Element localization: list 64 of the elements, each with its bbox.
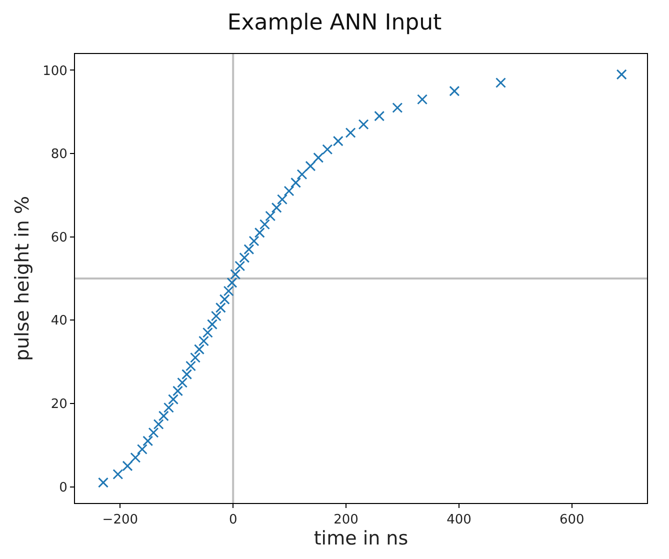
- point: [276, 194, 288, 205]
- x-tick-label: 400: [446, 512, 472, 528]
- point: [136, 444, 148, 455]
- point: [168, 394, 178, 405]
- chart-title: Example ANN Input: [227, 10, 442, 36]
- point: [172, 386, 184, 396]
- point: [496, 77, 506, 88]
- point: [239, 252, 250, 263]
- point: [202, 327, 213, 338]
- point: [305, 160, 316, 172]
- y-axis-title: pulse height in %: [11, 196, 34, 362]
- point: [153, 419, 164, 430]
- point: [248, 236, 260, 246]
- point: [290, 177, 302, 188]
- point: [254, 227, 265, 238]
- point: [259, 219, 270, 230]
- point: [226, 277, 238, 288]
- y-tick-label: 100: [42, 64, 68, 79]
- point: [198, 336, 209, 346]
- point: [122, 460, 133, 472]
- point: [148, 427, 159, 438]
- point: [616, 69, 627, 80]
- point: [98, 477, 108, 488]
- x-axis-title: time in ns: [314, 528, 408, 550]
- point: [215, 302, 226, 313]
- x-tick-label: 600: [559, 512, 584, 528]
- point: [244, 244, 254, 255]
- point: [284, 186, 294, 196]
- point: [177, 377, 188, 388]
- point: [230, 269, 241, 280]
- point: [392, 102, 403, 113]
- point: [322, 144, 333, 155]
- x-tick-label: 0: [228, 512, 238, 528]
- point: [345, 127, 356, 138]
- point: [130, 452, 141, 463]
- point: [190, 352, 201, 363]
- point: [374, 110, 385, 122]
- point: [206, 319, 218, 330]
- point: [194, 344, 204, 355]
- point: [265, 210, 276, 222]
- x-tick-label: 200: [334, 512, 358, 528]
- point: [313, 152, 324, 163]
- point: [163, 402, 174, 413]
- y-tick-label: 80: [50, 147, 68, 162]
- point: [210, 310, 222, 322]
- point: [358, 119, 369, 130]
- y-tick-label: 40: [50, 314, 68, 329]
- y-tick-label: 20: [50, 397, 68, 412]
- point: [158, 410, 169, 422]
- point: [182, 369, 192, 380]
- point: [296, 169, 308, 180]
- point: [271, 202, 282, 213]
- point: [142, 436, 154, 446]
- y-tick-label: 60: [50, 230, 68, 246]
- point: [234, 260, 246, 272]
- point: [417, 94, 428, 105]
- y-tick-label: 0: [59, 480, 68, 496]
- point: [112, 469, 124, 480]
- point: [223, 286, 234, 296]
- point: [186, 360, 196, 372]
- point: [219, 294, 230, 305]
- x-tick-label: −200: [102, 512, 138, 528]
- point: [332, 136, 344, 146]
- point: [449, 86, 460, 96]
